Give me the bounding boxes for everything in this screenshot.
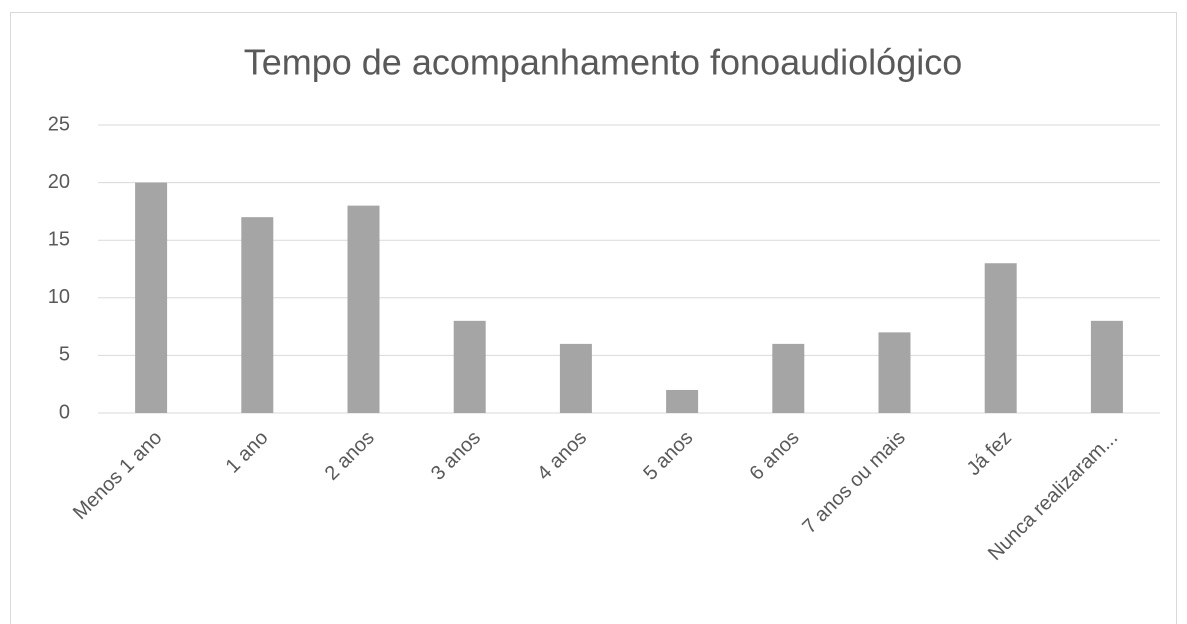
bar: [666, 389, 699, 413]
y-tick-label: 0: [59, 401, 70, 423]
chart-title: Tempo de acompanhamento fonoaudiológico: [244, 42, 963, 83]
bar: [878, 332, 911, 413]
bar: [135, 182, 168, 413]
chart-frame: [10, 12, 1177, 624]
y-tick-label: 15: [48, 228, 70, 250]
bar: [241, 217, 274, 413]
bar: [1090, 320, 1123, 413]
y-tick-label: 10: [48, 286, 70, 308]
bar: [772, 343, 805, 413]
y-tick-label: 5: [59, 344, 70, 366]
y-tick-label: 20: [48, 171, 70, 193]
y-tick-label: 25: [48, 113, 70, 135]
bar: [984, 263, 1017, 413]
bar: [559, 343, 592, 413]
bar: [347, 205, 380, 413]
bar: [453, 320, 486, 413]
